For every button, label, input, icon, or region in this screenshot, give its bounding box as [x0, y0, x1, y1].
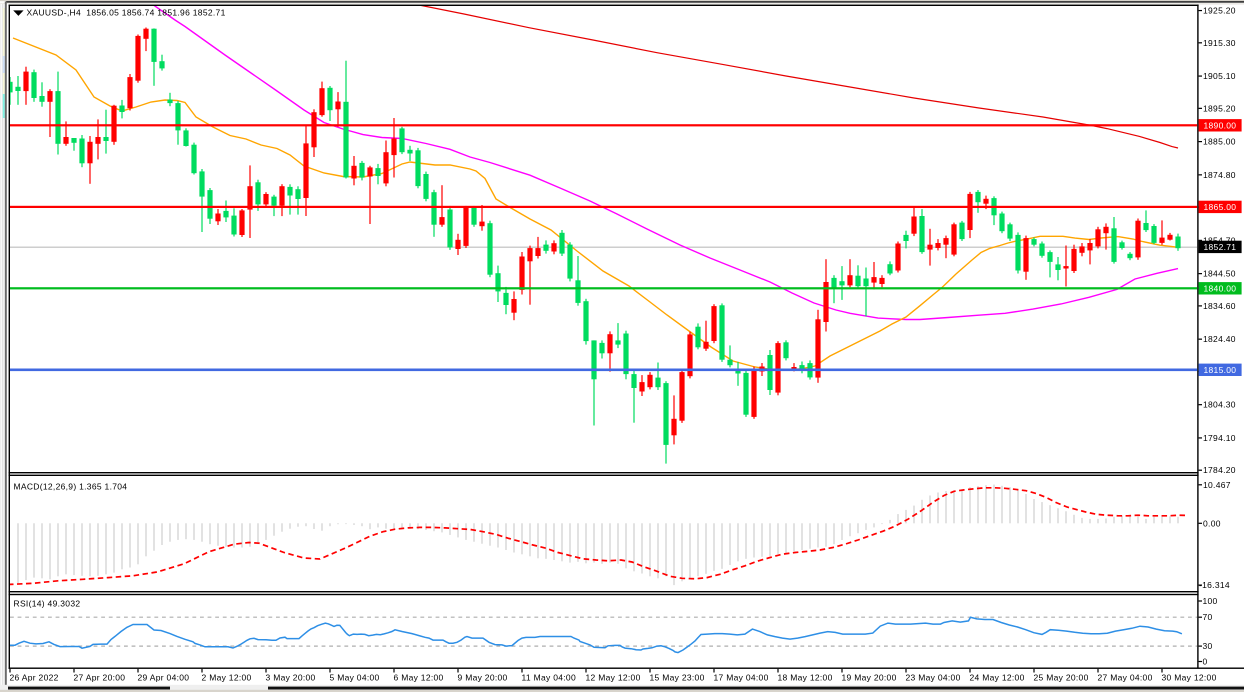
svg-text:100: 100 [1203, 596, 1218, 606]
svg-text:6 May 12:00: 6 May 12:00 [394, 673, 444, 683]
svg-text:1784.20: 1784.20 [1203, 465, 1236, 475]
svg-text:9 May 20:00: 9 May 20:00 [458, 673, 508, 683]
svg-text:XAUUSD-,H4 1856.05 1856.74 18: XAUUSD-,H4 1856.05 1856.74 1851.96 1852.… [27, 8, 226, 18]
svg-text:30 May 12:00: 30 May 12:00 [1162, 673, 1217, 683]
svg-text:24 May 12:00: 24 May 12:00 [970, 673, 1025, 683]
svg-text:29 Apr 04:00: 29 Apr 04:00 [138, 673, 190, 683]
svg-text:25 May 20:00: 25 May 20:00 [1034, 673, 1089, 683]
svg-text:1824.40: 1824.40 [1203, 334, 1236, 344]
svg-text:MACD(12,26,9) 1.365 1.704: MACD(12,26,9) 1.365 1.704 [14, 482, 128, 492]
svg-text:1885.00: 1885.00 [1203, 137, 1236, 147]
svg-text:23 May 04:00: 23 May 04:00 [906, 673, 961, 683]
svg-text:12 May 12:00: 12 May 12:00 [586, 673, 641, 683]
svg-text:1854.70: 1854.70 [1203, 235, 1236, 245]
svg-text:17 May 04:00: 17 May 04:00 [714, 673, 769, 683]
svg-text:1852.71: 1852.71 [1204, 242, 1237, 252]
svg-text:15 May 23:00: 15 May 23:00 [650, 673, 705, 683]
svg-text:10.467: 10.467 [1203, 480, 1231, 490]
svg-text:27 May 04:00: 27 May 04:00 [1098, 673, 1153, 683]
svg-text:70: 70 [1203, 612, 1213, 622]
svg-text:18 May 12:00: 18 May 12:00 [778, 673, 833, 683]
svg-text:19 May 20:00: 19 May 20:00 [842, 673, 897, 683]
svg-text:-16.314: -16.314 [1199, 580, 1230, 590]
svg-text:2 May 12:00: 2 May 12:00 [202, 673, 252, 683]
svg-text:1925.20: 1925.20 [1203, 6, 1236, 16]
svg-text:1815.00: 1815.00 [1204, 365, 1237, 375]
svg-text:27 Apr 20:00: 27 Apr 20:00 [74, 673, 126, 683]
svg-text:1874.80: 1874.80 [1203, 170, 1236, 180]
svg-text:1895.20: 1895.20 [1203, 103, 1236, 113]
svg-text:1804.30: 1804.30 [1203, 400, 1236, 410]
svg-text:3 May 20:00: 3 May 20:00 [266, 673, 316, 683]
svg-text:5 May 04:00: 5 May 04:00 [330, 673, 380, 683]
svg-text:1905.10: 1905.10 [1203, 71, 1236, 81]
svg-text:1915.30: 1915.30 [1203, 38, 1236, 48]
svg-text:1840.00: 1840.00 [1204, 283, 1237, 293]
svg-text:1890.00: 1890.00 [1204, 120, 1237, 130]
svg-text:0.00: 0.00 [1203, 518, 1221, 528]
svg-text:1834.60: 1834.60 [1203, 301, 1236, 311]
svg-text:0: 0 [1203, 657, 1208, 667]
svg-text:1844.50: 1844.50 [1203, 269, 1236, 279]
svg-text:11 May 04:00: 11 May 04:00 [522, 673, 576, 683]
svg-text:1794.10: 1794.10 [1203, 433, 1236, 443]
svg-text:30: 30 [1203, 641, 1213, 651]
svg-text:26 Apr 2022: 26 Apr 2022 [10, 673, 59, 683]
svg-text:RSI(14) 49.3032: RSI(14) 49.3032 [14, 599, 81, 609]
svg-text:1865.00: 1865.00 [1204, 202, 1237, 212]
